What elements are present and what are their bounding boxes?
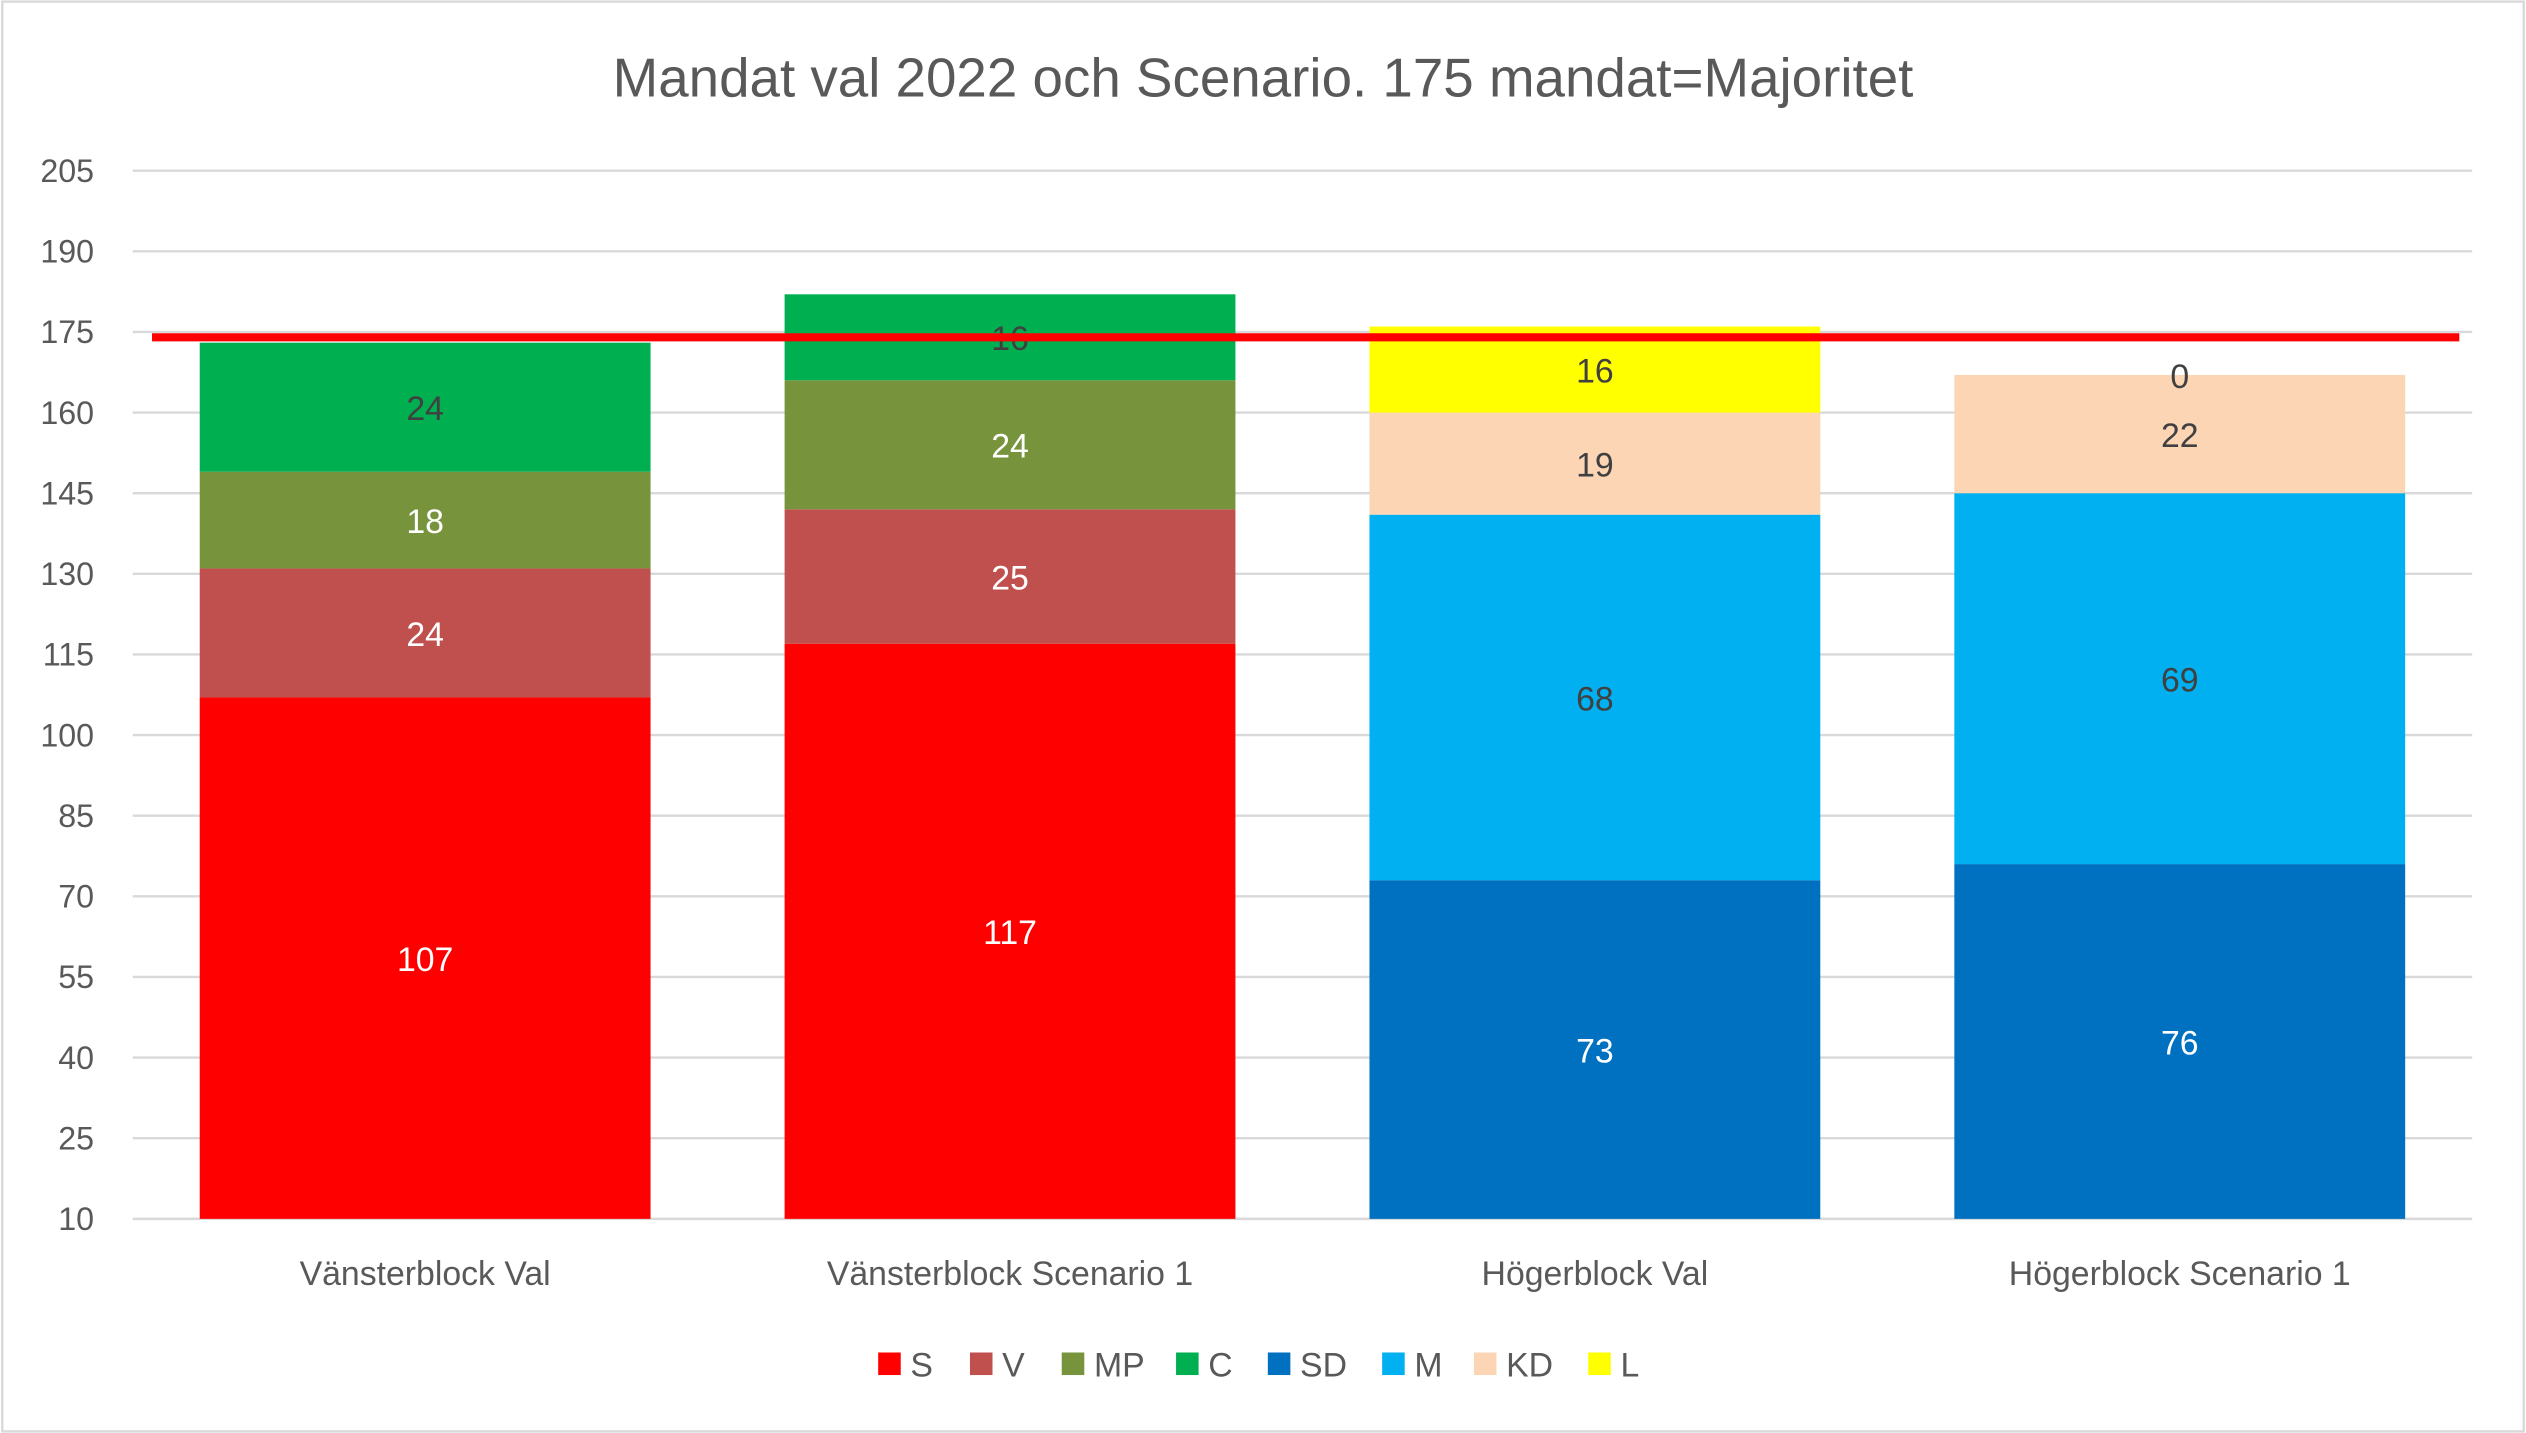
data-label: 19 <box>1576 447 1614 485</box>
y-tick-label: 160 <box>40 395 94 431</box>
y-tick-label: 190 <box>40 234 94 270</box>
legend-swatch <box>1061 1352 1085 1376</box>
legend-label: S <box>910 1347 933 1385</box>
y-tick-label: 85 <box>58 798 94 834</box>
y-tick-label: 55 <box>58 959 94 995</box>
x-tick-label: Högerblock Scenario 1 <box>2009 1255 2351 1293</box>
bar-segment-m <box>1369 514 1821 881</box>
bar-segment-kd <box>1954 374 2406 494</box>
legend-item-v: V <box>969 1347 1025 1385</box>
bar-segment-s <box>784 643 1236 1219</box>
legend-label: M <box>1414 1347 1442 1385</box>
y-tick-label: 25 <box>58 1120 94 1156</box>
bar-segment-c <box>199 342 651 472</box>
legend-item-kd: KD <box>1473 1347 1553 1385</box>
legend-label: C <box>1208 1347 1232 1385</box>
y-tick-label: 100 <box>40 717 94 753</box>
bar-segment-v <box>784 509 1236 644</box>
bar-segment-sd <box>1954 864 2406 1219</box>
y-tick-label: 115 <box>43 637 94 673</box>
data-label: 107 <box>397 941 453 979</box>
legend-item-mp: MP <box>1061 1347 1145 1385</box>
bars: 107241824117252416736819167669220 <box>199 294 2406 1219</box>
data-label: 76 <box>2161 1024 2199 1062</box>
legend-label: MP <box>1094 1347 1145 1385</box>
data-label: 25 <box>991 559 1029 597</box>
y-tick-label: 145 <box>40 475 94 511</box>
legend-label: SD <box>1300 1347 1347 1385</box>
y-tick-label: 130 <box>40 556 94 592</box>
data-label: 18 <box>406 503 444 541</box>
legend-swatch <box>1382 1352 1405 1376</box>
y-tick-label: 40 <box>58 1040 94 1076</box>
x-tick-label: Högerblock Val <box>1482 1255 1709 1293</box>
data-label: 24 <box>406 390 444 428</box>
legend-swatch <box>1588 1352 1611 1376</box>
legend-item-c: C <box>1176 1347 1233 1385</box>
data-label: 73 <box>1576 1032 1614 1070</box>
data-label: 69 <box>2161 662 2199 700</box>
legend-label: L <box>1620 1347 1639 1385</box>
x-axis: Vänsterblock Val Vänsterblock Scenario 1 H… <box>300 1255 2351 1293</box>
bar-segment-kd <box>1369 412 1821 515</box>
bar-segment-mp <box>199 471 651 569</box>
legend-swatch <box>878 1352 901 1376</box>
data-label: 24 <box>406 616 444 654</box>
data-label: 0 <box>2170 358 2189 396</box>
legend-swatch <box>1176 1352 1199 1376</box>
y-tick-label: 10 <box>58 1201 94 1237</box>
bar-segment-mp <box>784 380 1236 510</box>
legend-item-m: M <box>1382 1347 1443 1385</box>
legend-item-sd: SD <box>1267 1347 1347 1385</box>
y-tick-label: 205 <box>40 153 94 189</box>
data-label: 117 <box>983 914 1037 952</box>
x-tick-label: Vänsterblock Val <box>300 1255 551 1293</box>
legend: S V MP C SD M KD L <box>878 1347 1639 1385</box>
data-label: 68 <box>1576 680 1614 718</box>
legend-swatch <box>1473 1352 1497 1376</box>
data-label: 16 <box>1576 352 1614 390</box>
legend-swatch <box>969 1352 993 1376</box>
legend-label: KD <box>1506 1347 1553 1385</box>
chart-title: Mandat val 2022 och Scenario. 175 mandat… <box>613 47 1914 109</box>
data-label: 24 <box>991 428 1029 466</box>
bar-segment-v <box>199 568 651 698</box>
legend-label: V <box>1002 1347 1025 1385</box>
legend-item-s: S <box>878 1347 933 1385</box>
y-axis: 10 25 40 55 70 85 100 115 130 145 160 175 190 205 <box>40 153 94 1237</box>
bar-segment-s <box>199 697 651 1219</box>
y-tick-label: 175 <box>40 314 94 350</box>
legend-item-l: L <box>1588 1347 1639 1385</box>
bar-segment-sd <box>1369 880 1821 1219</box>
y-tick-label: 70 <box>58 879 94 915</box>
data-label: 22 <box>2161 417 2199 455</box>
bar-segment-m <box>1954 493 2406 865</box>
legend-swatch <box>1267 1352 1291 1376</box>
x-tick-label: Vänsterblock Scenario 1 <box>827 1255 1193 1293</box>
